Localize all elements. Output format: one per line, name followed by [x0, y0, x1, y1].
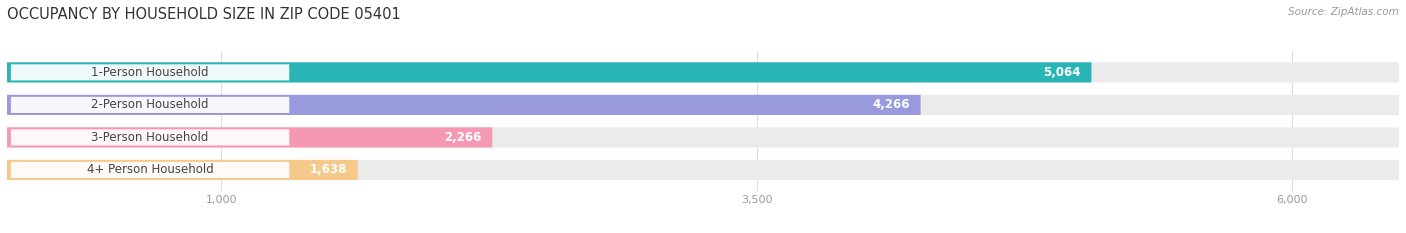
Text: 3-Person Household: 3-Person Household [91, 131, 208, 144]
FancyBboxPatch shape [7, 160, 1399, 180]
Text: 4,266: 4,266 [872, 98, 910, 111]
FancyBboxPatch shape [11, 162, 290, 178]
Text: 1,638: 1,638 [309, 163, 347, 176]
Text: 1-Person Household: 1-Person Household [91, 66, 209, 79]
FancyBboxPatch shape [11, 97, 290, 113]
FancyBboxPatch shape [7, 127, 492, 147]
FancyBboxPatch shape [11, 129, 290, 145]
Text: 4+ Person Household: 4+ Person Household [87, 163, 214, 176]
Text: 5,064: 5,064 [1043, 66, 1081, 79]
Text: 2-Person Household: 2-Person Household [91, 98, 209, 111]
FancyBboxPatch shape [7, 62, 1399, 82]
FancyBboxPatch shape [7, 160, 357, 180]
FancyBboxPatch shape [7, 127, 1399, 147]
FancyBboxPatch shape [11, 64, 290, 80]
Text: OCCUPANCY BY HOUSEHOLD SIZE IN ZIP CODE 05401: OCCUPANCY BY HOUSEHOLD SIZE IN ZIP CODE … [7, 7, 401, 22]
FancyBboxPatch shape [7, 62, 1091, 82]
FancyBboxPatch shape [7, 95, 1399, 115]
Text: 2,266: 2,266 [444, 131, 482, 144]
FancyBboxPatch shape [7, 95, 921, 115]
Text: Source: ZipAtlas.com: Source: ZipAtlas.com [1288, 7, 1399, 17]
